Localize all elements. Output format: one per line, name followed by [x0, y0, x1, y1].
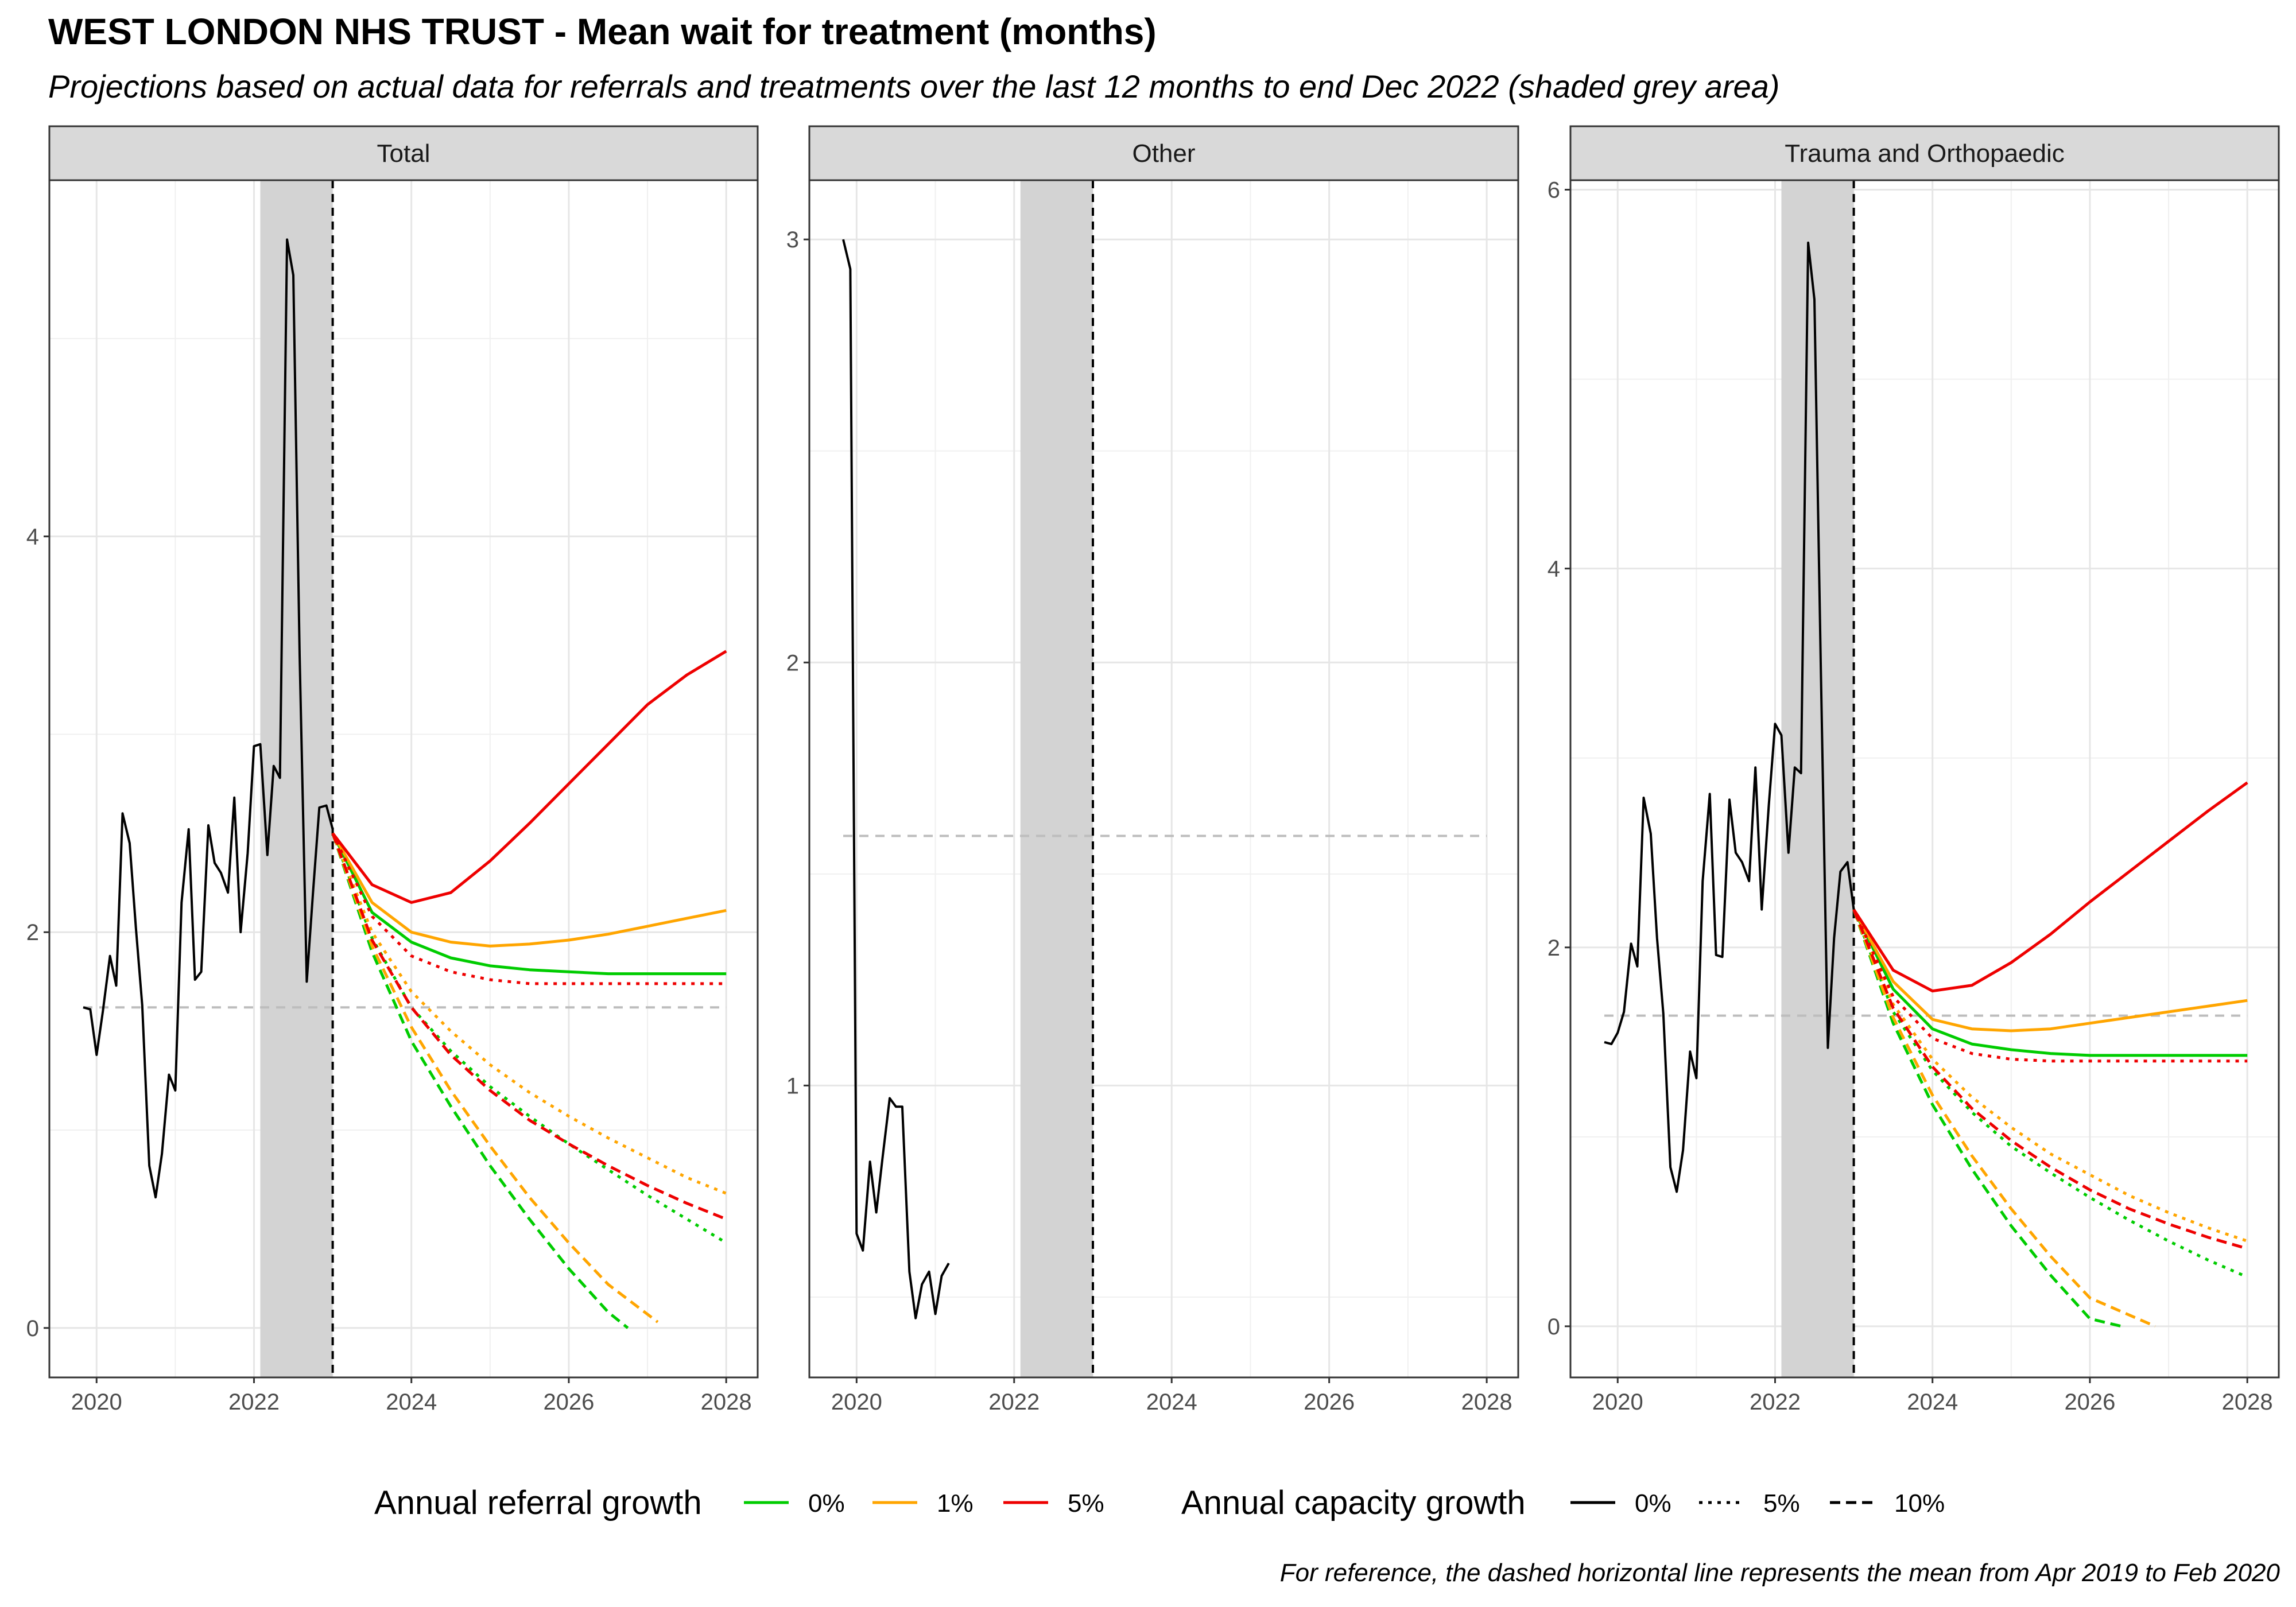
referral-legend-label: 1% [937, 1489, 974, 1517]
referral-legend-label: 5% [1068, 1489, 1104, 1517]
referral-legend-title: Annual referral growth [374, 1484, 702, 1521]
x-tick-label: 2020 [831, 1389, 882, 1415]
referral-legend-label: 0% [808, 1489, 845, 1517]
x-tick-label: 2024 [386, 1389, 437, 1415]
projection-line-ref5pct-cap5pct [1852, 909, 2248, 1063]
actual-series-line [1604, 241, 1855, 1193]
projection-line-ref1pct-cap5pct [1852, 909, 2248, 1243]
panel-strip-label: Trauma and Orthopaedic [1785, 139, 2065, 168]
projection-line-ref1pct-cap0pct [1852, 909, 2248, 1032]
projection-line-ref1pct-cap10pct [331, 832, 659, 1323]
panel-strip-label: Other [1132, 139, 1195, 168]
x-tick-label: 2028 [2222, 1389, 2273, 1415]
x-tick-label: 2020 [1592, 1389, 1643, 1415]
chart-legend: Annual referral growth 0% 1% 5% Annual capac… [374, 1484, 1945, 1521]
panel-total: Total 0 2 4 2020 2022 2024 2026 2028 [26, 125, 759, 1415]
y-tick-label: 0 [26, 1316, 39, 1341]
shaded-period [1020, 180, 1093, 1377]
y-tick-label: 6 [1548, 178, 1560, 203]
y-tick-label: 2 [786, 650, 799, 676]
projection-line-ref1pct-cap10pct [1852, 909, 2156, 1328]
plot-background [1570, 180, 2279, 1377]
projection-line-ref5pct-cap5pct [331, 832, 727, 985]
x-tick-label: 2022 [228, 1389, 280, 1415]
chart-subtitle: Projections based on actual data for ref… [48, 68, 1780, 104]
y-tick-label: 0 [1548, 1314, 1560, 1340]
panel-border [48, 179, 759, 1379]
x-tick-label: 2020 [71, 1389, 122, 1415]
projection-line-ref0pct-cap0pct [331, 832, 727, 976]
capacity-legend-label: 10% [1894, 1489, 1945, 1517]
x-tick-label: 2024 [1146, 1389, 1197, 1415]
y-tick-label: 4 [1548, 557, 1560, 582]
y-tick-label: 2 [1548, 936, 1560, 961]
chart-title: WEST LONDON NHS TRUST - Mean wait for tr… [48, 11, 1157, 52]
x-tick-label: 2028 [1461, 1389, 1512, 1415]
x-tick-label: 2026 [1304, 1389, 1355, 1415]
chart-caption: For reference, the dashed horizontal lin… [1279, 1559, 2280, 1587]
x-tick-label: 2022 [1750, 1389, 1801, 1415]
actual-series-line [83, 238, 334, 1199]
x-tick-label: 2026 [2064, 1389, 2115, 1415]
projection-line-ref1pct-cap0pct [331, 832, 727, 948]
panel-border [808, 179, 1519, 1379]
x-tick-label: 2024 [1907, 1389, 1958, 1415]
x-tick-label: 2022 [988, 1389, 1040, 1415]
projection-line-ref0pct-cap0pct [1852, 909, 2248, 1057]
capacity-legend-label: 0% [1635, 1489, 1671, 1517]
panel-border [1569, 179, 2280, 1379]
y-tick-label: 1 [786, 1073, 799, 1098]
projection-line-ref5pct-cap0pct [331, 650, 727, 904]
plot-background [49, 180, 758, 1377]
projection-line-ref5pct-cap10pct [1852, 909, 2248, 1251]
shaded-period [260, 180, 333, 1377]
capacity-legend-title: Annual capacity growth [1181, 1484, 1526, 1521]
y-tick-label: 3 [786, 227, 799, 253]
panel-strip-label: Total [377, 139, 430, 168]
capacity-legend-label: 5% [1763, 1489, 1800, 1517]
projection-line-ref1pct-cap5pct [331, 832, 727, 1195]
projection-line-ref5pct-cap10pct [331, 832, 727, 1221]
x-tick-label: 2026 [543, 1389, 594, 1415]
y-tick-label: 4 [26, 525, 39, 550]
shaded-period [1781, 180, 1854, 1377]
projection-line-ref0pct-cap10pct [331, 833, 629, 1329]
panel-trauma-and-orthopaedic: Trauma and Orthopaedic 0 2 4 6 2020 2022 2024 20… [1548, 125, 2280, 1415]
y-tick-label: 2 [26, 920, 39, 945]
actual-series-line [842, 239, 950, 1319]
projection-line-ref0pct-cap10pct [1852, 909, 2122, 1328]
panel-strip [1569, 125, 2280, 181]
projection-line-ref0pct-cap5pct [1852, 909, 2248, 1279]
x-tick-label: 2028 [701, 1389, 752, 1415]
projection-line-ref5pct-cap0pct [1852, 781, 2248, 993]
plot-background [809, 180, 1518, 1377]
panel-other: Other 1 2 3 2020 2022 2024 2026 2028 [786, 125, 1519, 1415]
